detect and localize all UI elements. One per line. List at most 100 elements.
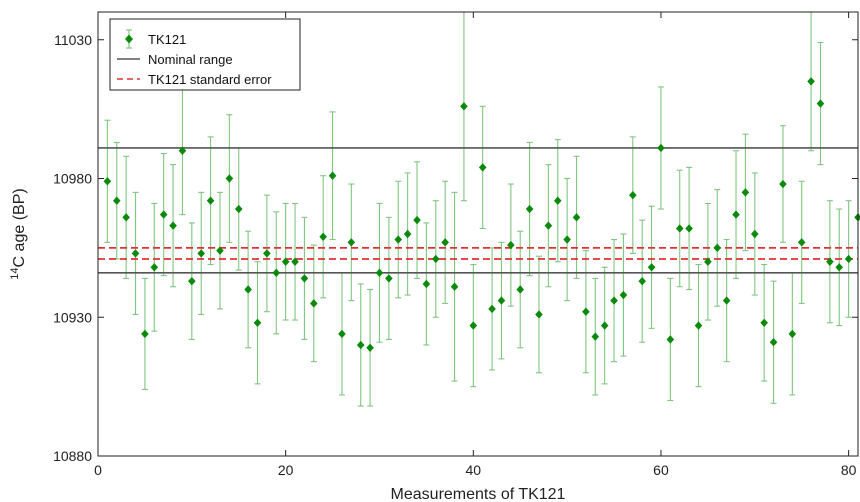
data-point bbox=[854, 213, 860, 222]
data-point bbox=[600, 321, 609, 330]
legend: TK121 Nominal range TK121 standard error bbox=[109, 18, 301, 91]
data-point bbox=[732, 210, 740, 219]
data-point bbox=[122, 213, 130, 222]
data-point bbox=[516, 285, 525, 294]
data-point bbox=[441, 238, 449, 247]
data-point bbox=[310, 299, 318, 308]
reference-lines-layer bbox=[98, 147, 858, 274]
y-tick-label: 11030 bbox=[54, 32, 92, 48]
data-point bbox=[657, 143, 665, 153]
data-point bbox=[253, 318, 262, 327]
data-point bbox=[619, 290, 628, 300]
data-point bbox=[319, 232, 327, 241]
data-point bbox=[835, 263, 844, 272]
data-point bbox=[244, 285, 252, 294]
data-point bbox=[460, 102, 468, 111]
data-point bbox=[797, 238, 806, 247]
x-tick-label: 0 bbox=[94, 462, 102, 478]
data-point bbox=[234, 204, 243, 214]
data-point bbox=[563, 235, 571, 244]
data-point bbox=[281, 257, 290, 266]
y-tick-label: 10980 bbox=[53, 171, 92, 187]
data-point bbox=[413, 215, 421, 225]
data-point bbox=[675, 224, 684, 233]
data-point bbox=[347, 238, 356, 247]
data-point bbox=[469, 321, 478, 330]
data-point bbox=[704, 257, 712, 266]
data-point bbox=[103, 177, 112, 186]
data-point bbox=[647, 263, 656, 272]
data-point bbox=[694, 321, 703, 330]
data-point bbox=[507, 240, 515, 250]
y-axis-ticks: 10880 10930 10980 11030 bbox=[53, 32, 858, 464]
legend-label-standard-error: TK121 standard error bbox=[148, 72, 272, 87]
data-point bbox=[141, 329, 149, 339]
data-point bbox=[169, 221, 177, 230]
data-point bbox=[206, 196, 215, 205]
legend-label-tk121: TK121 bbox=[148, 32, 186, 47]
data-point bbox=[788, 329, 797, 339]
data-point bbox=[610, 296, 618, 305]
data-point bbox=[150, 263, 159, 272]
data-point bbox=[394, 235, 403, 244]
data-point bbox=[366, 343, 374, 352]
y-axis-label-text: C age (BP) bbox=[11, 188, 28, 267]
legend-box bbox=[109, 18, 301, 91]
y-tick-label: 10930 bbox=[53, 309, 92, 325]
data-point bbox=[291, 257, 299, 266]
data-point bbox=[431, 254, 440, 264]
data-point bbox=[356, 340, 365, 350]
data-point bbox=[450, 282, 459, 291]
x-tick-label: 80 bbox=[841, 462, 857, 478]
legend-diamond-icon bbox=[125, 34, 133, 44]
data-point bbox=[497, 296, 506, 305]
y-axis-label-superscript: 14 bbox=[9, 267, 21, 279]
data-point bbox=[750, 229, 759, 239]
data-point bbox=[328, 171, 337, 180]
data-points-layer bbox=[103, 77, 860, 352]
data-point bbox=[403, 229, 412, 239]
data-point bbox=[525, 204, 534, 214]
data-point bbox=[722, 296, 731, 305]
data-point bbox=[666, 335, 675, 344]
legend-entry-tk121: TK121 bbox=[125, 29, 186, 49]
legend-entry-standard-error: TK121 standard error bbox=[117, 72, 272, 87]
y-tick-label: 10880 bbox=[53, 448, 92, 464]
data-point bbox=[422, 279, 431, 289]
data-point bbox=[779, 179, 787, 189]
x-axis-label: Measurements of TK121 bbox=[391, 486, 566, 502]
data-point bbox=[188, 276, 196, 286]
data-point bbox=[582, 307, 590, 316]
data-point bbox=[225, 174, 234, 183]
data-point bbox=[638, 276, 646, 286]
data-point bbox=[197, 249, 206, 258]
data-point bbox=[591, 332, 600, 341]
plot-frame bbox=[97, 11, 859, 457]
data-point bbox=[741, 188, 750, 197]
data-point bbox=[385, 274, 393, 283]
data-point bbox=[713, 243, 722, 253]
data-point bbox=[178, 146, 187, 155]
data-point bbox=[807, 77, 815, 86]
legend-entry-nominal-range: Nominal range bbox=[117, 52, 233, 67]
data-point bbox=[131, 249, 140, 258]
data-point bbox=[844, 254, 853, 264]
data-point bbox=[272, 268, 281, 278]
data-point bbox=[488, 304, 496, 314]
data-point bbox=[263, 249, 271, 258]
data-point bbox=[685, 224, 693, 233]
data-point bbox=[769, 338, 778, 347]
x-tick-label: 40 bbox=[466, 462, 482, 478]
data-point bbox=[159, 210, 168, 219]
data-point bbox=[300, 274, 309, 283]
data-point bbox=[760, 318, 768, 327]
x-tick-label: 60 bbox=[653, 462, 669, 478]
legend-label-nominal-range: Nominal range bbox=[148, 52, 233, 67]
data-point bbox=[816, 99, 825, 108]
data-point bbox=[375, 268, 384, 278]
data-point bbox=[572, 213, 581, 222]
data-point bbox=[553, 196, 562, 205]
data-point bbox=[629, 190, 637, 200]
data-point bbox=[112, 196, 121, 205]
